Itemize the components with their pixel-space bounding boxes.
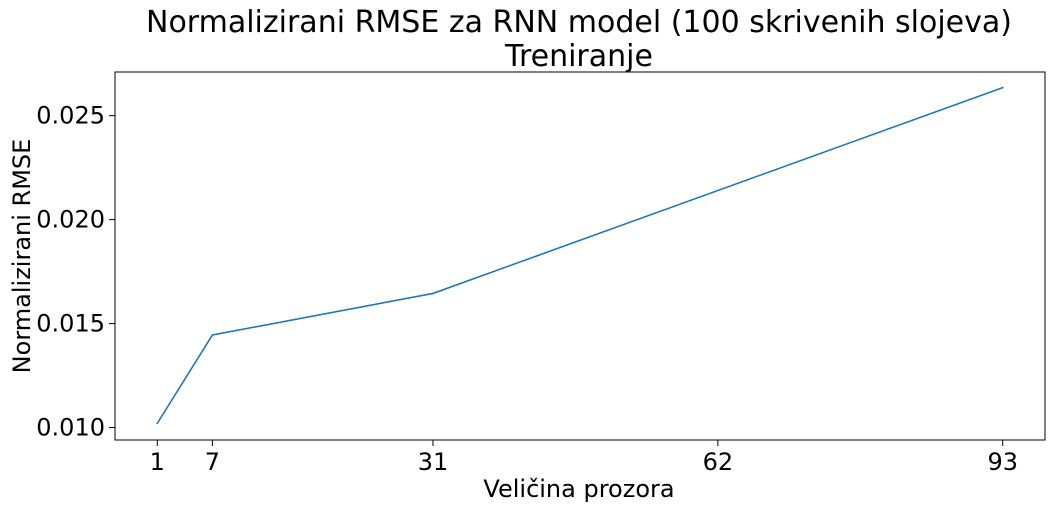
y-tick-label: 0.010 bbox=[36, 414, 105, 442]
data-point bbox=[1001, 86, 1004, 89]
x-tick-label: 93 bbox=[987, 448, 1018, 476]
y-tick-label: 0.015 bbox=[36, 310, 105, 338]
series-layer bbox=[156, 86, 1004, 425]
data-point bbox=[211, 334, 214, 336]
data-point bbox=[432, 292, 434, 295]
y-axis-label: Normalizirani RMSE bbox=[8, 139, 36, 374]
chart-title-line-2: Treniranje bbox=[504, 39, 653, 74]
series-line bbox=[156, 86, 1004, 424]
x-tick-label: 1 bbox=[150, 448, 165, 476]
y-tick-label: 0.020 bbox=[36, 206, 105, 234]
x-axis: 1 7 31 62 93 bbox=[150, 440, 1018, 476]
x-tick-label: 62 bbox=[703, 448, 734, 476]
y-tick-label: 0.025 bbox=[36, 102, 105, 130]
data-point bbox=[156, 422, 159, 425]
x-tick-label: 31 bbox=[418, 448, 449, 476]
x-axis-label: Veličina prozora bbox=[483, 475, 674, 503]
y-axis: 0.010 0.015 0.020 0.025 bbox=[36, 102, 115, 442]
x-tick-label: 7 bbox=[205, 448, 220, 476]
chart-title-line-1: Normalizirani RMSE za RNN model (100 skr… bbox=[146, 5, 1012, 40]
plot-area-frame bbox=[114, 71, 1046, 441]
